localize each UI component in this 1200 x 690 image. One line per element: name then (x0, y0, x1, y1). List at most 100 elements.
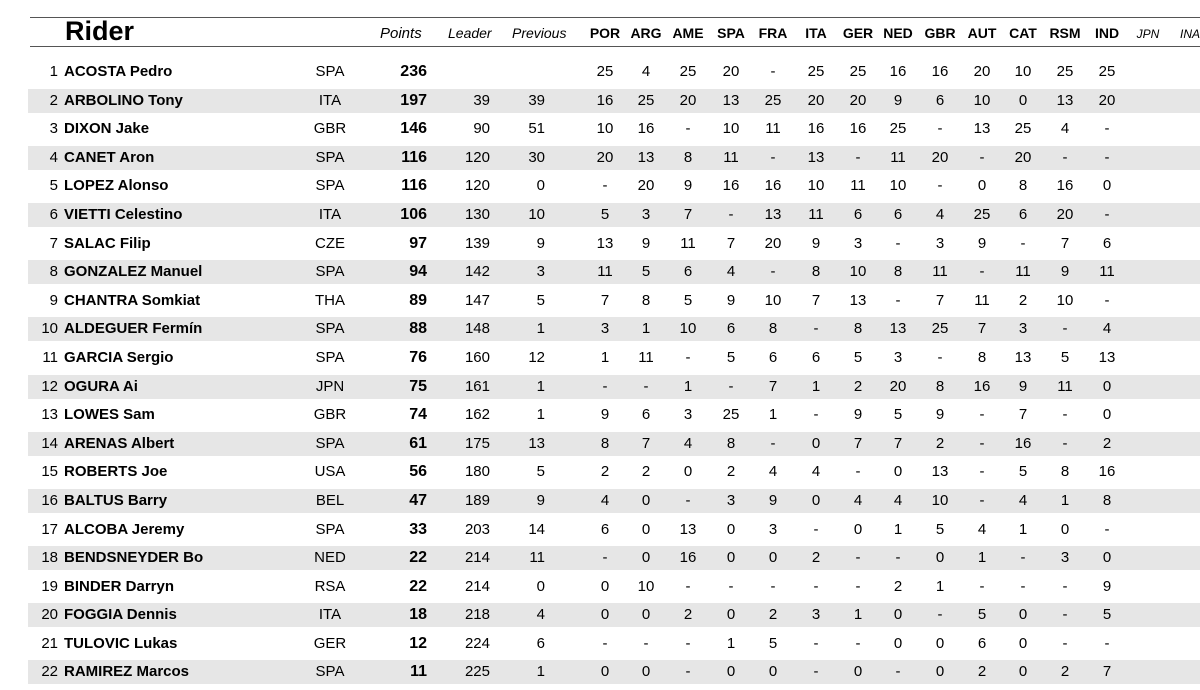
rider-points: 11 (410, 663, 427, 681)
rider-points: 76 (409, 348, 427, 366)
race-result-aut: 8 (977, 348, 987, 366)
race-result-spa: 3 (726, 491, 736, 509)
race-result-ned: - (895, 291, 901, 309)
race-result-spa: 0 (726, 606, 736, 624)
header-race-por: POR (589, 25, 621, 41)
race-result-cat: 25 (1014, 120, 1032, 138)
table-row: 16 BALTUS Barry BEL 47 189 9 4 0 - 3 9 0 4 4 10 - 4 1 8 (0, 486, 1200, 515)
race-result-fra: - (770, 434, 776, 452)
race-result-spa: 8 (726, 434, 736, 452)
table-row: 12 OGURA Ai JPN 75 161 1- -1-7 1 2 20 8 16 9 11 0 (0, 372, 1200, 401)
race-result-spa: 11 (723, 148, 739, 166)
rider-points: 75 (409, 377, 427, 395)
rider-gap-previous: 0 (536, 177, 545, 195)
race-result-ita: 9 (811, 234, 821, 252)
race-result-arg: 0 (641, 549, 651, 567)
race-result-spa: 0 (726, 663, 736, 681)
rider-nation: SPA (315, 177, 345, 195)
race-result-spa: 20 (722, 63, 740, 80)
rider-points: 197 (400, 91, 427, 109)
race-result-ind: 0 (1102, 549, 1112, 567)
race-result-ger: - (855, 634, 861, 652)
race-result-ger: 13 (849, 291, 867, 309)
rider-gap-leader: 162 (464, 406, 490, 424)
race-result-gbr: 25 (931, 320, 949, 338)
rider-gap-previous: 5 (536, 291, 545, 309)
race-result-ind: 20 (1098, 91, 1116, 109)
rider-gap-previous: 6 (536, 634, 545, 652)
race-result-ind: 11 (1099, 263, 1115, 281)
header-race-arg: ARG (630, 25, 662, 41)
race-result-aut: 7 (977, 320, 987, 338)
race-result-rsm: 9 (1060, 263, 1070, 281)
table-row: 10 ALDEGUER Fermín SPA 88 148 1 3 1 10 6 8-8 13 25 7 3… (0, 314, 1200, 343)
race-result-ame: - (685, 634, 691, 652)
race-result-ind: - (1104, 291, 1110, 309)
race-result-spa: 9 (726, 291, 736, 309)
race-result-cat: 3 (1018, 320, 1028, 338)
race-result-ame: - (685, 120, 691, 138)
race-result-ind: - (1104, 520, 1110, 538)
race-result-ned: 3 (893, 348, 903, 366)
race-result-ame: - (685, 491, 691, 509)
race-result-ned: 2 (893, 577, 903, 595)
race-result-ned: 10 (889, 177, 907, 195)
race-result-cat: 2 (1018, 291, 1028, 309)
race-result-arg: - (643, 634, 649, 652)
race-result-aut: - (979, 406, 985, 424)
rider-points: 94 (409, 263, 427, 281)
race-result-aut: - (979, 463, 985, 481)
race-result-ger: 20 (849, 91, 867, 109)
race-result-por: 20 (596, 148, 614, 166)
race-result-por: 2 (600, 463, 610, 481)
race-result-gbr: 0 (935, 549, 945, 567)
table-row: 15 ROBERTS Joe USA 56 180 5 2 2 0 2 4 4 - 0 13 - 5 8 16 (0, 457, 1200, 486)
race-result-ind: 2 (1102, 434, 1112, 452)
race-result-rsm: - (1062, 606, 1068, 624)
race-result-spa: 4 (726, 263, 736, 281)
race-result-rsm: - (1062, 434, 1068, 452)
race-result-aut: 25 (973, 205, 991, 223)
race-result-ned: - (895, 549, 901, 567)
rider-position: 6 (49, 205, 58, 223)
race-result-spa: 6 (726, 320, 736, 338)
race-result-cat: - (1020, 234, 1026, 252)
race-result-aut: - (979, 491, 985, 509)
race-result-por: 8 (600, 434, 610, 452)
race-result-gbr: - (937, 348, 943, 366)
race-result-gbr: 1 (935, 577, 945, 595)
rider-gap-leader: 161 (464, 377, 490, 395)
rider-nation: SPA (315, 320, 345, 338)
race-result-ita: - (813, 320, 819, 338)
race-result-arg: 1 (641, 320, 651, 338)
race-result-ita: 13 (807, 148, 825, 166)
race-result-ger: 9 (853, 406, 863, 424)
table-row: 1 ACOSTA Pedro SPA 236 25 4 25 20 - 25 25 16 16 20 10 2… (0, 57, 1200, 86)
race-result-gbr: 0 (935, 634, 945, 652)
rider-points: 88 (409, 320, 427, 338)
race-result-fra: 6 (768, 348, 778, 366)
rider-gap-previous: 12 (528, 348, 545, 366)
race-result-cat: - (1020, 549, 1026, 567)
race-result-cat: 10 (1014, 63, 1032, 80)
race-result-arg: 13 (637, 148, 655, 166)
race-result-gbr: 2 (935, 434, 945, 452)
race-result-ame: 7 (683, 205, 693, 223)
rider-name: GARCIA Sergio (64, 348, 174, 366)
rider-gap-previous: 1 (536, 377, 545, 395)
race-result-por: 7 (600, 291, 610, 309)
header-race-ind: IND (1094, 25, 1120, 41)
rider-position: 19 (41, 577, 58, 595)
race-result-cat: 20 (1014, 148, 1032, 166)
rider-name: ROBERTS Joe (64, 463, 168, 481)
rider-nation: SPA (315, 434, 345, 452)
rider-nation: USA (314, 463, 346, 481)
race-result-ned: 13 (889, 320, 907, 338)
race-result-por: 13 (596, 234, 614, 252)
header-rider: Rider (65, 16, 135, 46)
table-row: 8 GONZALEZ Manuel SPA 94 142 3 11 5 6 4 - 8 10 8 11 - 11… (0, 257, 1200, 286)
race-result-rsm: 2 (1060, 663, 1070, 681)
rider-gap-leader: 189 (464, 491, 490, 509)
rider-name: ARENAS Albert (64, 434, 175, 452)
rider-position: 15 (41, 463, 58, 481)
